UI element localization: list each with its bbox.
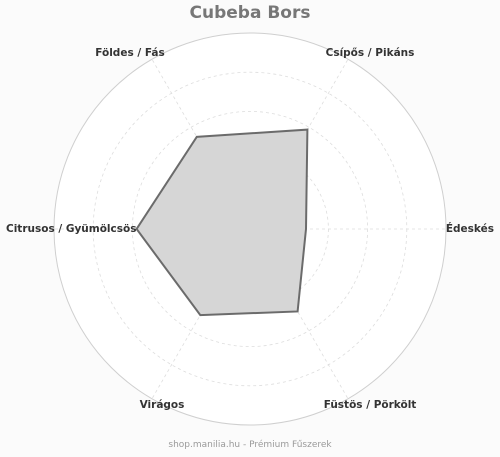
footer-text: shop.manilia.hu - Prémium Fűszerek bbox=[168, 440, 332, 450]
axis-label: Édeskés bbox=[446, 222, 494, 235]
radar-series-area bbox=[135, 128, 309, 317]
axis-label: Virágos bbox=[140, 399, 185, 411]
axis-label: Földes / Fás bbox=[95, 47, 165, 59]
axis-label: Füstös / Pörkölt bbox=[324, 399, 417, 411]
axis-label: Csípős / Pikáns bbox=[326, 47, 415, 59]
chart-title: Cubeba Bors bbox=[189, 3, 311, 23]
axis-label: Citrusos / Gyümölcsös bbox=[6, 223, 136, 235]
radar-grid-ring bbox=[131, 111, 368, 347]
